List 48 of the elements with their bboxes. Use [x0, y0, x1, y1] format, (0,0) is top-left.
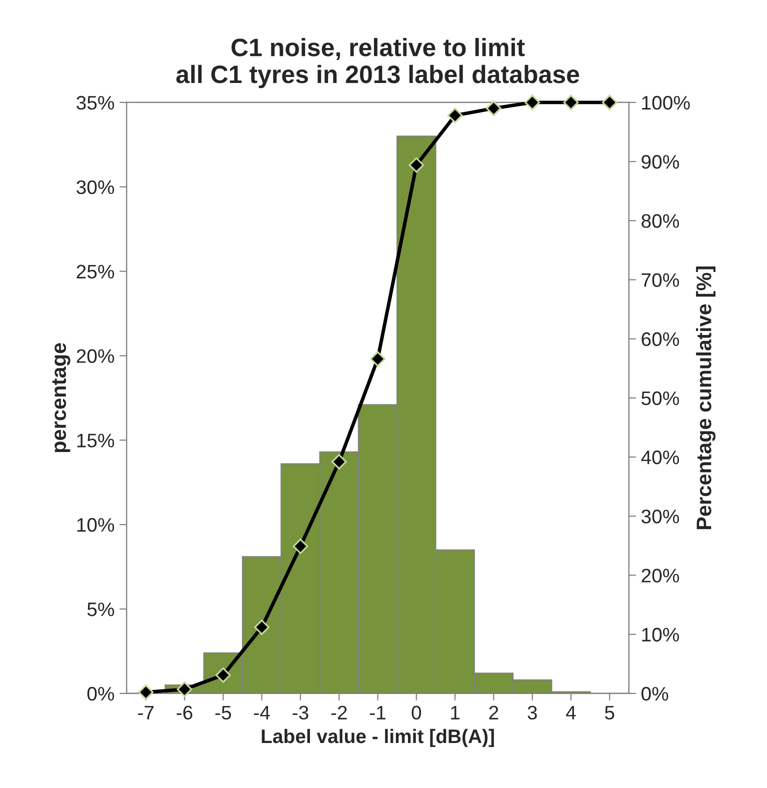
x-tick-label: 4 — [566, 706, 576, 720]
y2-tick-label: 40% — [641, 450, 679, 464]
y2-tick-label: 0% — [642, 686, 668, 701]
point — [176, 682, 192, 698]
point — [254, 620, 270, 635]
y-tick-label: 20% — [76, 349, 114, 363]
y2-tick-label: 100% — [642, 96, 690, 110]
x-tick-label: -2 — [331, 706, 347, 720]
y-tick-label: 10% — [77, 518, 114, 532]
y2-tick-label: 60% — [642, 332, 679, 346]
point — [563, 94, 579, 110]
x-tick-label: -4 — [254, 706, 270, 720]
x-tick-label: 3 — [528, 706, 537, 720]
y2-tick-label: 30% — [641, 510, 679, 524]
y2-tick-label: 90% — [642, 155, 679, 169]
point — [602, 94, 618, 110]
point — [524, 94, 540, 110]
x-tick-label: -3 — [292, 706, 308, 720]
chart-title: C1 noise, relative to limit all C1 tyres in 2013 label database — [176, 38, 580, 88]
y-tick-label: 35% — [76, 96, 114, 110]
x-axis-title: Label value - limit [dB(A)] — [262, 728, 494, 748]
x-tick-label: 2 — [489, 706, 498, 720]
point — [138, 684, 154, 700]
x-tick-label: 0 — [412, 706, 422, 720]
y-tick-label: 30% — [76, 180, 114, 194]
y-tick-label: 5% — [87, 602, 114, 616]
y2-tick-label: 50% — [642, 391, 679, 406]
y-tick-label: 0% — [87, 686, 114, 701]
point — [370, 351, 386, 367]
point — [292, 538, 308, 554]
x-tick-label: -6 — [176, 706, 192, 720]
y2-tick-label: 10% — [642, 628, 679, 642]
point — [408, 157, 424, 173]
y-axis-title: percentage — [52, 343, 70, 452]
y-tick-label: 15% — [77, 434, 114, 448]
x-tick-label: 5 — [604, 706, 614, 720]
x-tick-label: -5 — [215, 706, 231, 720]
point — [486, 100, 502, 116]
x-tick-label: -7 — [138, 706, 154, 720]
point — [447, 108, 463, 124]
point — [331, 454, 347, 470]
y-tick-label: 25% — [76, 264, 114, 279]
y2-axis-title: Percentage cumulative [%] — [696, 266, 716, 530]
y2-tick-label: 70% — [642, 273, 679, 287]
x-tick-label: -1 — [370, 706, 386, 720]
y2-tick-label: 20% — [642, 568, 679, 582]
y2-tick-label: 80% — [642, 214, 679, 228]
x-tick-label: 1 — [451, 706, 460, 720]
